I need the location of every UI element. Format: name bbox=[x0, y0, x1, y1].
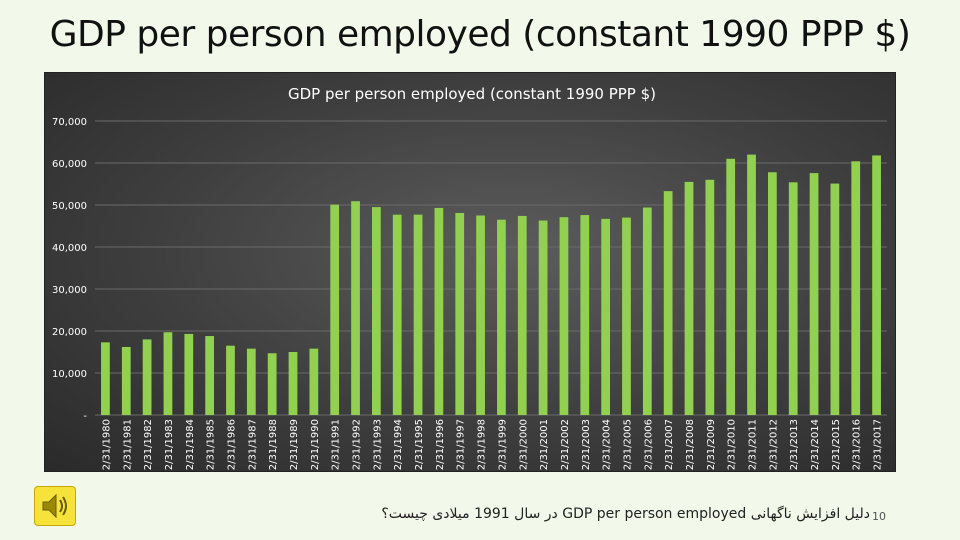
y-tick-label: 70,000 bbox=[52, 117, 87, 128]
x-tick-label: 12/31/1998 bbox=[477, 419, 488, 471]
y-tick-label: 40,000 bbox=[52, 243, 87, 254]
bar bbox=[246, 348, 256, 415]
x-tick-label: 12/31/1982 bbox=[143, 419, 154, 471]
x-tick-label: 12/31/2001 bbox=[539, 419, 550, 471]
x-tick-label: 12/31/2005 bbox=[622, 419, 633, 471]
bar bbox=[121, 346, 131, 415]
x-tick-label: 12/31/1986 bbox=[226, 419, 237, 471]
x-tick-label: 12/31/1987 bbox=[247, 419, 258, 471]
bar-chart: GDP per person employed (constant 1990 P… bbox=[52, 85, 887, 471]
bar bbox=[163, 332, 173, 415]
x-tick-label: 12/31/2012 bbox=[768, 419, 779, 471]
y-tick-label: 50,000 bbox=[52, 201, 87, 212]
x-tick-label: 12/31/1993 bbox=[372, 419, 383, 471]
bar bbox=[851, 161, 861, 415]
bar bbox=[663, 191, 673, 415]
x-tick-label: 12/31/2011 bbox=[748, 419, 759, 471]
x-tick-label: 12/31/2000 bbox=[518, 419, 529, 471]
x-tick-label: 12/31/2008 bbox=[685, 419, 696, 471]
footer-question: دلیل افزایش ناگهانی GDP per person emplo… bbox=[381, 506, 870, 522]
bar bbox=[351, 201, 360, 415]
x-tick-label: 12/31/2002 bbox=[560, 419, 571, 471]
bar bbox=[476, 215, 485, 415]
x-tick-label: 12/31/1997 bbox=[456, 419, 467, 471]
bar bbox=[559, 217, 569, 415]
speaker-button[interactable] bbox=[34, 486, 76, 526]
x-tick-label: 12/31/2013 bbox=[789, 419, 800, 471]
x-tick-label: 12/31/2006 bbox=[643, 419, 654, 471]
bar bbox=[413, 214, 423, 415]
bar bbox=[309, 348, 319, 415]
bar bbox=[455, 212, 465, 415]
bar bbox=[330, 204, 340, 415]
chart-title: GDP per person employed (constant 1990 P… bbox=[288, 85, 656, 103]
bar bbox=[517, 215, 527, 415]
y-tick-label: 60,000 bbox=[52, 159, 87, 170]
bar bbox=[226, 345, 235, 415]
x-axis: 12/31/1980 12/31/1981 12/31/1982 12/31/1983… bbox=[101, 419, 883, 471]
bar bbox=[642, 207, 652, 415]
bar bbox=[788, 182, 798, 415]
x-tick-label: 12/31/2009 bbox=[706, 419, 717, 471]
x-tick-label: 12/31/2014 bbox=[810, 419, 821, 471]
x-tick-label: 12/31/2007 bbox=[664, 419, 675, 471]
slide-title: GDP per person employed (constant 1990 P… bbox=[49, 14, 911, 55]
x-tick-label: 12/31/1994 bbox=[393, 419, 404, 471]
y-tick-label: 20,000 bbox=[52, 327, 87, 338]
y-tick-label: - bbox=[83, 411, 87, 422]
x-tick-label: 12/31/1984 bbox=[185, 419, 196, 471]
x-tick-label: 12/31/1991 bbox=[331, 419, 342, 471]
bar bbox=[371, 207, 381, 415]
bar bbox=[809, 173, 819, 415]
bar bbox=[872, 155, 881, 415]
bar bbox=[726, 158, 736, 416]
bar bbox=[434, 207, 444, 415]
speaker-icon bbox=[42, 493, 67, 519]
x-tick-label: 12/31/1980 bbox=[101, 419, 112, 471]
x-tick-label: 12/31/2003 bbox=[581, 419, 592, 471]
bar bbox=[580, 215, 590, 415]
y-tick-label: 10,000 bbox=[52, 369, 87, 380]
x-tick-label: 12/31/1983 bbox=[164, 419, 175, 471]
bar bbox=[184, 333, 194, 415]
y-axis: - 10,000 20,000 30,000 40,000 50,000 60,000 70,… bbox=[52, 117, 87, 422]
x-tick-label: 12/31/1995 bbox=[414, 419, 425, 471]
bar bbox=[142, 339, 152, 415]
bar bbox=[747, 154, 756, 415]
x-tick-label: 12/31/1988 bbox=[268, 419, 279, 471]
x-tick-label: 12/31/1992 bbox=[352, 419, 363, 471]
x-tick-label: 12/31/2017 bbox=[873, 419, 884, 471]
bar bbox=[601, 218, 611, 415]
bar bbox=[267, 353, 277, 415]
x-tick-label: 12/31/2004 bbox=[602, 419, 613, 471]
bar bbox=[684, 181, 694, 415]
y-tick-label: 30,000 bbox=[52, 285, 87, 296]
x-tick-label: 12/31/1996 bbox=[435, 419, 446, 471]
x-tick-label: 12/31/1989 bbox=[289, 419, 300, 471]
chart-panel: GDP per person employed (constant 1990 P… bbox=[44, 72, 896, 472]
x-tick-label: 12/31/1999 bbox=[497, 419, 508, 471]
x-tick-label: 12/31/1981 bbox=[122, 419, 133, 471]
x-tick-label: 12/31/1985 bbox=[206, 419, 217, 471]
bar bbox=[288, 352, 298, 415]
bar bbox=[767, 172, 777, 415]
bar bbox=[497, 219, 506, 415]
bar bbox=[101, 342, 110, 415]
bar bbox=[705, 179, 715, 415]
slide-number: 10 bbox=[872, 510, 886, 523]
bar bbox=[538, 220, 548, 415]
x-tick-label: 12/31/1990 bbox=[310, 419, 321, 471]
bars bbox=[101, 154, 881, 416]
bar bbox=[392, 214, 402, 415]
x-tick-label: 12/31/2015 bbox=[831, 419, 842, 471]
bar bbox=[205, 336, 215, 415]
bar bbox=[622, 217, 631, 415]
x-tick-label: 12/31/2016 bbox=[852, 419, 863, 471]
bar bbox=[830, 183, 840, 415]
x-tick-label: 12/31/2010 bbox=[727, 419, 738, 471]
